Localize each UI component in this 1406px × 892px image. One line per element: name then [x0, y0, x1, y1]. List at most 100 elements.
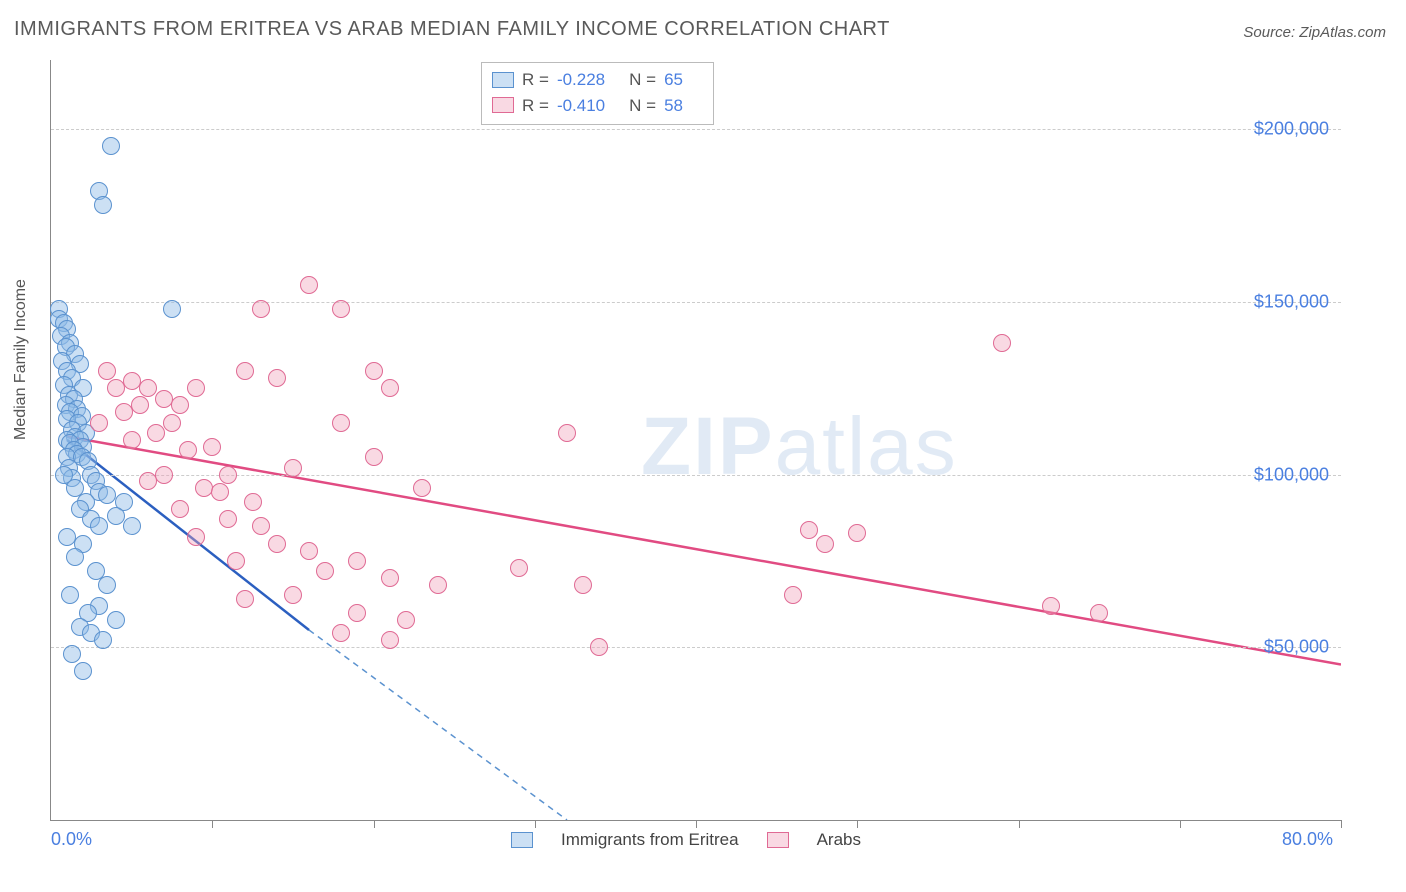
data-point-eritrea — [163, 300, 181, 318]
data-point-arabs — [252, 517, 270, 535]
data-point-arabs — [219, 466, 237, 484]
data-point-arabs — [244, 493, 262, 511]
stats-row-arabs: R = -0.410 N = 58 — [492, 93, 699, 119]
stats-row-eritrea: R = -0.228 N = 65 — [492, 67, 699, 93]
data-point-eritrea — [66, 548, 84, 566]
data-point-arabs — [381, 379, 399, 397]
data-point-arabs — [203, 438, 221, 456]
x-tick-label: 0.0% — [51, 829, 92, 850]
gridline — [51, 647, 1341, 648]
data-point-arabs — [332, 300, 350, 318]
data-point-arabs — [332, 414, 350, 432]
legend-swatch-arabs — [767, 832, 789, 848]
x-tick — [212, 820, 213, 828]
legend-label-arabs: Arabs — [817, 830, 861, 850]
data-point-arabs — [348, 552, 366, 570]
y-tick-label: $50,000 — [1264, 637, 1329, 658]
data-point-arabs — [252, 300, 270, 318]
chart-title: IMMIGRANTS FROM ERITREA VS ARAB MEDIAN F… — [14, 18, 890, 41]
chart-plot-area: ZIPatlas R = -0.228 N = 65 R = -0.410 N … — [50, 60, 1341, 821]
legend-swatch-eritrea — [511, 832, 533, 848]
data-point-arabs — [179, 441, 197, 459]
data-point-arabs — [316, 562, 334, 580]
data-point-eritrea — [123, 517, 141, 535]
x-tick — [857, 820, 858, 828]
gridline — [51, 129, 1341, 130]
watermark: ZIPatlas — [641, 400, 958, 494]
legend: Immigrants from Eritrea Arabs — [511, 830, 861, 850]
data-point-arabs — [365, 362, 383, 380]
y-axis-label: Median Family Income — [12, 279, 30, 440]
data-point-arabs — [236, 362, 254, 380]
swatch-arabs — [492, 97, 514, 113]
data-point-arabs — [131, 396, 149, 414]
data-point-arabs — [348, 604, 366, 622]
data-point-arabs — [284, 459, 302, 477]
data-point-arabs — [397, 611, 415, 629]
data-point-arabs — [381, 569, 399, 587]
data-point-arabs — [115, 403, 133, 421]
data-point-arabs — [300, 542, 318, 560]
data-point-arabs — [171, 396, 189, 414]
x-tick-label: 80.0% — [1282, 829, 1333, 850]
data-point-arabs — [590, 638, 608, 656]
data-point-arabs — [155, 466, 173, 484]
data-point-eritrea — [94, 631, 112, 649]
data-point-arabs — [816, 535, 834, 553]
data-point-arabs — [381, 631, 399, 649]
y-tick-label: $100,000 — [1254, 464, 1329, 485]
data-point-arabs — [365, 448, 383, 466]
data-point-arabs — [123, 431, 141, 449]
gridline — [51, 302, 1341, 303]
data-point-arabs — [171, 500, 189, 518]
data-point-arabs — [187, 379, 205, 397]
y-tick-label: $200,000 — [1254, 119, 1329, 140]
data-point-arabs — [574, 576, 592, 594]
correlation-stats-box: R = -0.228 N = 65 R = -0.410 N = 58 — [481, 62, 714, 125]
data-point-eritrea — [94, 196, 112, 214]
x-tick — [535, 820, 536, 828]
y-tick-label: $150,000 — [1254, 291, 1329, 312]
data-point-arabs — [147, 424, 165, 442]
data-point-eritrea — [98, 576, 116, 594]
data-point-arabs — [268, 535, 286, 553]
data-point-arabs — [187, 528, 205, 546]
data-point-arabs — [993, 334, 1011, 352]
data-point-arabs — [800, 521, 818, 539]
data-point-arabs — [90, 414, 108, 432]
data-point-arabs — [107, 379, 125, 397]
x-tick — [1341, 820, 1342, 828]
data-point-arabs — [139, 472, 157, 490]
data-point-arabs — [236, 590, 254, 608]
x-tick — [696, 820, 697, 828]
data-point-arabs — [848, 524, 866, 542]
data-point-arabs — [139, 379, 157, 397]
data-point-eritrea — [107, 611, 125, 629]
data-point-arabs — [1042, 597, 1060, 615]
data-point-eritrea — [102, 137, 120, 155]
data-point-arabs — [163, 414, 181, 432]
data-point-eritrea — [74, 662, 92, 680]
data-point-arabs — [227, 552, 245, 570]
data-point-eritrea — [61, 586, 79, 604]
source-attribution: Source: ZipAtlas.com — [1243, 24, 1386, 41]
x-tick — [374, 820, 375, 828]
data-point-arabs — [332, 624, 350, 642]
data-point-eritrea — [63, 645, 81, 663]
data-point-eritrea — [55, 466, 73, 484]
data-point-arabs — [300, 276, 318, 294]
data-point-arabs — [784, 586, 802, 604]
data-point-arabs — [558, 424, 576, 442]
x-tick — [1019, 820, 1020, 828]
data-point-arabs — [510, 559, 528, 577]
data-point-arabs — [98, 362, 116, 380]
legend-label-eritrea: Immigrants from Eritrea — [561, 830, 739, 850]
data-point-eritrea — [107, 507, 125, 525]
data-point-arabs — [429, 576, 447, 594]
data-point-eritrea — [90, 517, 108, 535]
data-point-arabs — [211, 483, 229, 501]
data-point-arabs — [413, 479, 431, 497]
trend-lines-layer — [51, 60, 1341, 820]
data-point-arabs — [1090, 604, 1108, 622]
swatch-eritrea — [492, 72, 514, 88]
